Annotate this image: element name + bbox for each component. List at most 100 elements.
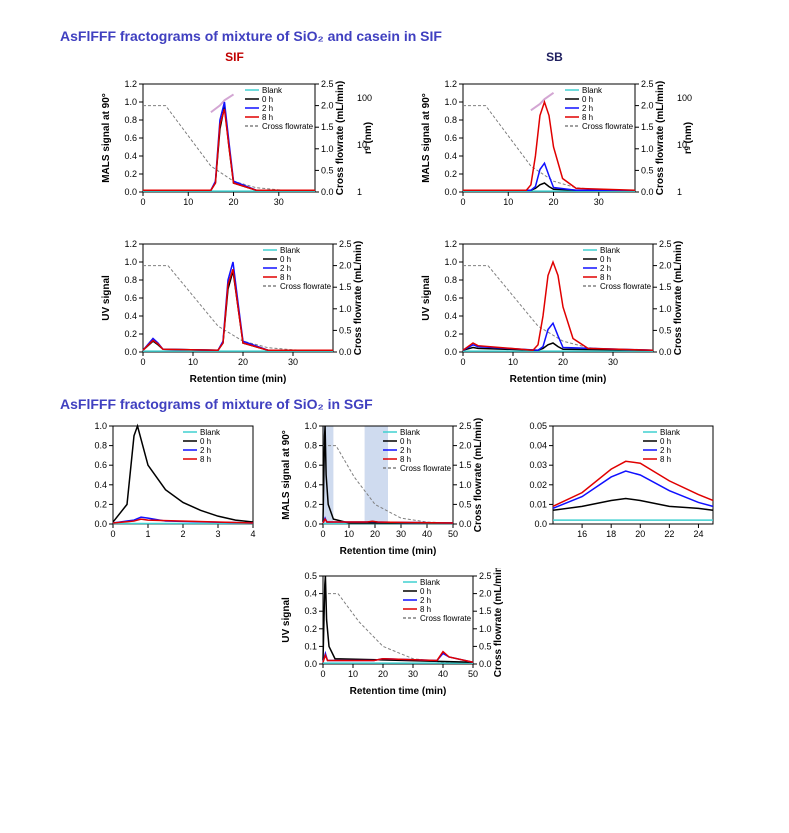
svg-text:Cross flowrate: Cross flowrate [400,464,452,473]
svg-text:1.0: 1.0 [304,421,317,431]
svg-text:2.5: 2.5 [659,239,672,249]
svg-text:0.0: 0.0 [534,519,547,529]
row-mals: 01020300.00.20.40.60.81.01.20.00.51.01.5… [20,76,769,226]
svg-text:0.2: 0.2 [124,329,137,339]
svg-text:0.5: 0.5 [339,325,352,335]
svg-text:0.0: 0.0 [479,659,492,669]
svg-text:Cross flowrate (mL/min): Cross flowrate (mL/min) [673,241,684,355]
svg-text:2.0: 2.0 [641,101,654,111]
svg-text:20: 20 [635,529,645,539]
svg-text:30: 30 [607,357,617,367]
svg-text:10: 10 [183,197,193,207]
svg-text:0.0: 0.0 [94,519,107,529]
svg-text:0 h: 0 h [600,255,611,264]
svg-text:1.2: 1.2 [124,239,137,249]
svg-text:0.0: 0.0 [304,659,317,669]
svg-text:2.0: 2.0 [321,101,334,111]
svg-text:0.5: 0.5 [459,499,472,509]
svg-text:1: 1 [357,187,362,197]
svg-text:2.5: 2.5 [459,421,472,431]
svg-text:0.8: 0.8 [124,275,137,285]
svg-text:0.4: 0.4 [444,151,457,161]
svg-text:Cross flowrate: Cross flowrate [262,122,314,131]
svg-text:0.6: 0.6 [444,293,457,303]
svg-text:0.5: 0.5 [479,641,492,651]
svg-text:Blank: Blank [582,86,603,95]
svg-text:20: 20 [557,357,567,367]
svg-text:0 h: 0 h [400,437,411,446]
svg-text:0: 0 [460,357,465,367]
svg-text:0.05: 0.05 [529,421,547,431]
svg-text:0.4: 0.4 [304,589,317,599]
svg-text:0.2: 0.2 [94,499,107,509]
svg-text:2.5: 2.5 [479,571,492,581]
svg-text:0 h: 0 h [200,437,211,446]
row-top-titles: SIF SB [20,50,769,66]
svg-text:UV signal: UV signal [281,597,292,643]
svg-text:0.8: 0.8 [444,115,457,125]
svg-text:0.03: 0.03 [529,460,547,470]
svg-text:Cross flowrate (mL/min): Cross flowrate (mL/min) [655,81,666,195]
svg-text:1.0: 1.0 [124,257,137,267]
svg-text:0 h: 0 h [280,255,291,264]
svg-text:40: 40 [437,669,447,679]
svg-text:1.0: 1.0 [659,304,672,314]
svg-text:1.5: 1.5 [339,282,352,292]
svg-text:1.5: 1.5 [459,460,472,470]
svg-text:0.8: 0.8 [444,275,457,285]
svg-text:MALS signal at 90°: MALS signal at 90° [281,430,292,520]
svg-text:20: 20 [237,357,247,367]
svg-text:8 h: 8 h [582,113,593,122]
svg-text:2: 2 [180,529,185,539]
svg-text:0: 0 [140,197,145,207]
svg-text:1.0: 1.0 [124,97,137,107]
svg-text:0.2: 0.2 [444,169,457,179]
svg-text:0.8: 0.8 [94,441,107,451]
svg-text:0.0: 0.0 [444,187,457,197]
svg-text:0 h: 0 h [660,437,671,446]
chart-sb-mals: 01020300.00.20.40.60.81.01.20.00.51.01.5… [415,76,695,226]
section-title-1: AsFlFFF fractograms of mixture of SiO₂ a… [60,28,769,44]
svg-text:0.6: 0.6 [94,460,107,470]
svg-text:0.4: 0.4 [444,311,457,321]
svg-text:8 h: 8 h [660,455,671,464]
chart-sgf-mid: 010203040500.00.20.40.60.81.00.00.51.01.… [275,418,495,558]
svg-text:Blank: Blank [262,86,283,95]
svg-text:0.04: 0.04 [529,441,547,451]
chart-sgf-uv: 010203040500.00.10.20.30.40.50.00.51.01.… [275,568,515,698]
svg-text:0.1: 0.1 [304,641,317,651]
svg-text:2.5: 2.5 [321,79,334,89]
svg-text:8 h: 8 h [200,455,211,464]
svg-text:rᵍ (nm): rᵍ (nm) [683,122,694,154]
svg-text:1.5: 1.5 [321,122,334,132]
svg-text:2 h: 2 h [200,446,211,455]
svg-text:40: 40 [421,529,431,539]
svg-text:0.3: 0.3 [304,606,317,616]
svg-text:1.0: 1.0 [479,624,492,634]
svg-text:0.0: 0.0 [321,187,334,197]
svg-text:50: 50 [467,669,477,679]
svg-text:2.5: 2.5 [339,239,352,249]
svg-text:2 h: 2 h [280,264,291,273]
svg-text:8 h: 8 h [280,273,291,282]
svg-text:16: 16 [577,529,587,539]
svg-text:20: 20 [369,529,379,539]
svg-text:10: 10 [187,357,197,367]
chart-sgf-right: 16182022240.00.010.020.030.040.05Blank0 … [505,418,725,558]
svg-text:Blank: Blank [420,578,441,587]
svg-text:1.5: 1.5 [659,282,672,292]
svg-text:1.0: 1.0 [459,480,472,490]
section-title-2: AsFlFFF fractograms of mixture of SiO₂ i… [60,396,769,412]
svg-text:1: 1 [145,529,150,539]
svg-text:Cross flowrate (mL/min): Cross flowrate (mL/min) [473,418,484,532]
svg-text:0.8: 0.8 [304,441,317,451]
svg-text:0: 0 [140,357,145,367]
svg-text:18: 18 [606,529,616,539]
svg-text:Retention time (min): Retention time (min) [339,546,436,557]
svg-text:0.6: 0.6 [444,133,457,143]
svg-text:2.0: 2.0 [479,589,492,599]
svg-text:2 h: 2 h [582,104,593,113]
row-sgf-1: 012340.00.20.40.60.81.0Blank0 h2 h8 h 01… [20,418,769,558]
svg-text:rᵍ (nm): rᵍ (nm) [363,122,374,154]
svg-text:Blank: Blank [400,428,421,437]
